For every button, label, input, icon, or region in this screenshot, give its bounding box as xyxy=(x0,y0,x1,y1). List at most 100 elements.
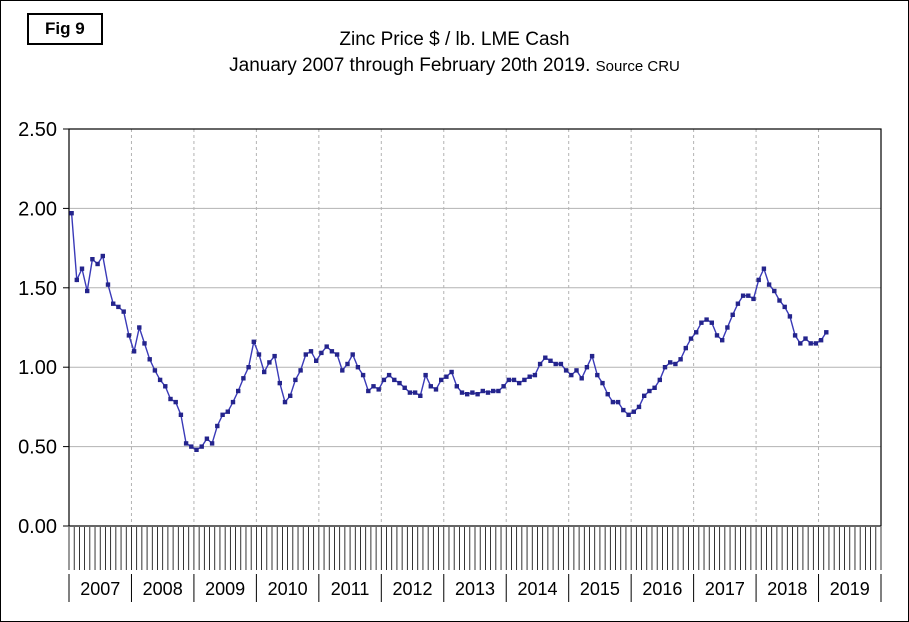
data-point-marker xyxy=(194,447,199,452)
data-point-marker xyxy=(262,369,267,375)
data-point-marker xyxy=(298,368,303,373)
data-point-marker xyxy=(610,399,616,405)
data-point-marker xyxy=(433,387,439,392)
data-point-marker xyxy=(517,380,522,386)
data-point-marker xyxy=(308,349,314,354)
y-axis-label: 1.00 xyxy=(18,357,57,379)
y-axis-label: 1.50 xyxy=(18,278,57,300)
data-point-marker xyxy=(548,358,553,363)
data-point-marker xyxy=(147,357,152,362)
data-point-marker xyxy=(491,388,496,394)
data-point-marker xyxy=(241,376,246,381)
data-point-marker xyxy=(209,441,215,446)
data-point-marker xyxy=(480,388,485,394)
data-point-marker xyxy=(178,412,184,417)
data-point-marker xyxy=(85,288,90,294)
x-axis-year-label: 2019 xyxy=(830,579,870,599)
data-point-marker xyxy=(600,380,605,386)
data-point-marker xyxy=(662,365,668,370)
data-point-marker xyxy=(501,384,506,389)
data-point-marker xyxy=(168,396,173,402)
data-point-marker xyxy=(100,253,105,259)
data-point-marker xyxy=(111,301,116,306)
data-point-marker xyxy=(314,358,319,363)
data-point-marker xyxy=(589,353,595,359)
data-point-marker xyxy=(511,377,517,383)
data-point-marker xyxy=(579,376,584,381)
data-point-marker xyxy=(798,341,803,346)
data-point-marker xyxy=(730,312,735,317)
data-point-marker xyxy=(371,384,376,389)
x-axis-year-label: 2009 xyxy=(205,579,245,599)
data-point-marker xyxy=(236,388,241,394)
data-point-marker xyxy=(157,377,163,383)
data-point-marker xyxy=(350,352,355,357)
data-point-marker xyxy=(340,368,345,373)
data-point-marker xyxy=(189,444,194,449)
data-point-marker xyxy=(766,282,772,287)
data-point-marker xyxy=(808,341,813,346)
data-point-marker xyxy=(704,317,709,322)
data-point-marker xyxy=(761,266,767,271)
data-point-marker xyxy=(163,384,168,389)
data-point-marker xyxy=(381,377,387,383)
data-point-marker xyxy=(74,277,79,283)
data-point-marker xyxy=(142,341,147,346)
data-point-marker xyxy=(407,390,413,395)
data-point-marker xyxy=(537,361,543,367)
data-point-marker xyxy=(787,314,793,319)
data-point-marker xyxy=(334,352,340,357)
data-point-marker xyxy=(423,372,428,378)
data-point-marker xyxy=(553,361,558,367)
chart-subtitle: January 2007 through February 20th 2019.… xyxy=(1,53,908,79)
data-point-marker xyxy=(485,390,491,395)
data-point-marker xyxy=(105,282,111,287)
data-point-marker xyxy=(735,301,741,306)
data-point-marker xyxy=(694,330,699,335)
data-point-marker xyxy=(782,304,787,310)
data-point-marker xyxy=(215,423,220,429)
data-point-marker xyxy=(543,355,548,360)
x-axis-year-label: 2011 xyxy=(331,579,370,599)
data-point-marker xyxy=(657,377,662,383)
data-point-marker xyxy=(152,368,158,373)
data-point-marker xyxy=(126,333,132,338)
data-point-marker xyxy=(615,399,621,405)
data-point-marker xyxy=(818,338,824,343)
data-point-marker xyxy=(288,393,293,398)
x-axis-year-label: 2018 xyxy=(767,579,807,599)
data-point-marker xyxy=(756,277,761,283)
data-point-marker xyxy=(251,339,256,344)
data-point-marker xyxy=(522,377,527,383)
data-point-marker xyxy=(79,266,85,271)
x-axis-year-label: 2014 xyxy=(517,579,557,599)
data-point-marker xyxy=(345,361,350,367)
plot-border xyxy=(68,128,882,527)
data-point-marker xyxy=(725,325,730,330)
data-point-marker xyxy=(683,345,688,351)
data-point-marker xyxy=(418,393,423,398)
y-axis-label: 0.50 xyxy=(18,437,57,459)
data-point-marker xyxy=(386,372,392,378)
data-point-marker xyxy=(527,374,532,379)
data-point-marker xyxy=(412,390,418,395)
chart-subtitle-text: January 2007 through February 20th 2019. xyxy=(229,54,591,76)
data-point-marker xyxy=(267,360,272,365)
x-axis-year-label: 2016 xyxy=(642,579,682,599)
data-point-marker xyxy=(95,261,100,267)
chart-title-block: Zinc Price $ / lb. LME Cash January 2007… xyxy=(1,27,908,78)
data-point-marker xyxy=(574,368,579,373)
data-point-marker xyxy=(714,333,720,338)
data-point-marker xyxy=(360,372,366,378)
data-point-marker xyxy=(329,349,335,354)
data-point-marker xyxy=(319,350,324,356)
y-axis-label: 2.00 xyxy=(18,198,57,220)
data-point-marker xyxy=(173,399,178,405)
zinc-price-line-chart: 0.00 0.50 1.00 1.50 2.00 2.50 2007 2008 2009 2010… xyxy=(18,119,882,602)
data-point-marker xyxy=(246,365,251,370)
chart-source-note: Source CRU xyxy=(595,57,680,75)
data-point-marker xyxy=(777,298,782,303)
x-axis-year-label: 2010 xyxy=(268,579,308,599)
fig-number-label: Fig 9 xyxy=(27,13,103,45)
